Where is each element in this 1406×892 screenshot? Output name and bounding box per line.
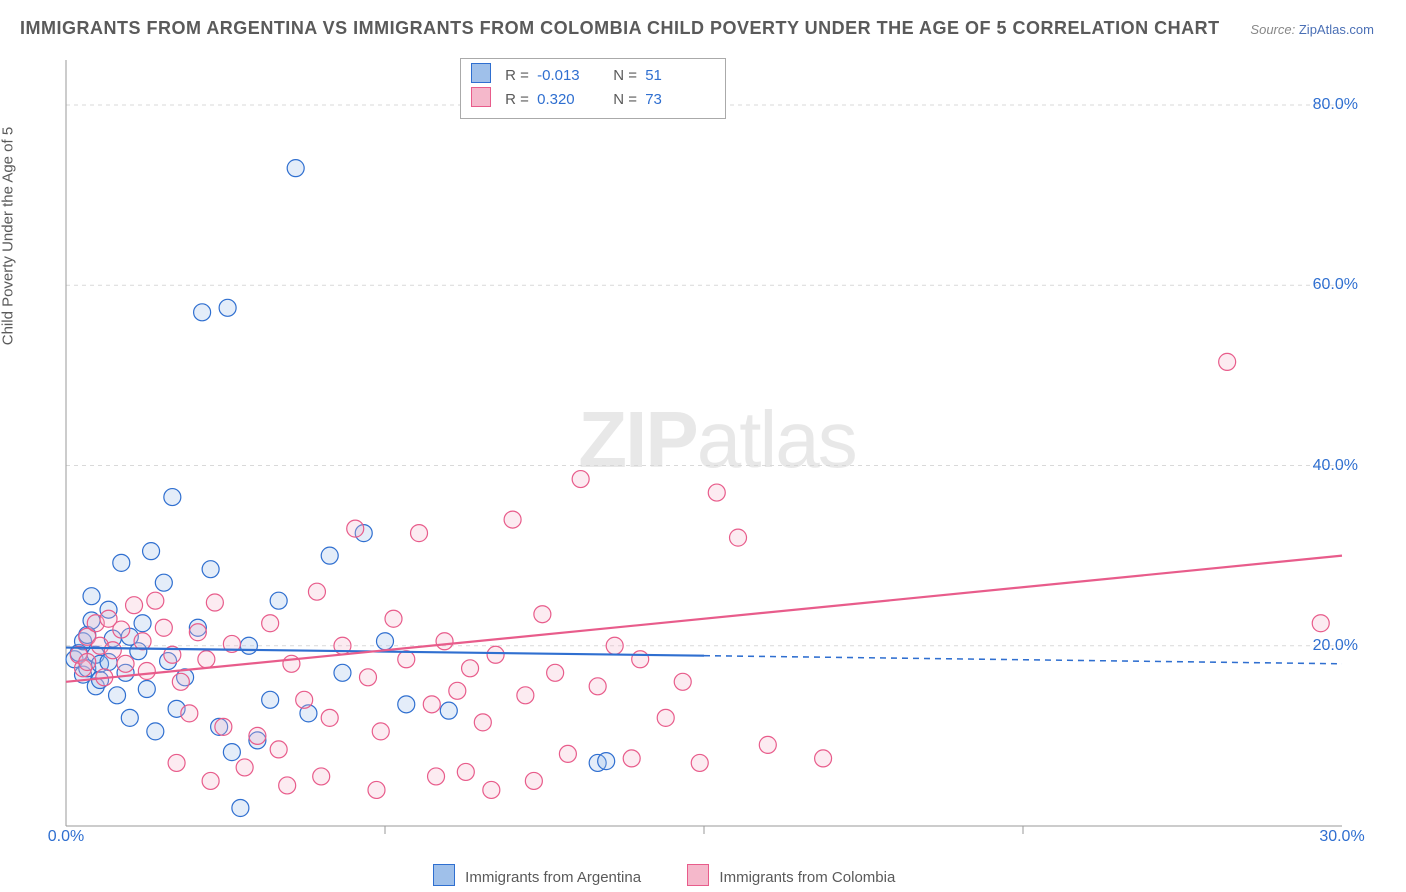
stat-n-label: N = bbox=[613, 67, 637, 84]
y-tick-label: 80.0% bbox=[1313, 96, 1358, 114]
source-label: Source: bbox=[1250, 22, 1295, 37]
stat-r-argentina: -0.013 bbox=[537, 64, 589, 87]
y-tick-label: 60.0% bbox=[1313, 276, 1358, 294]
scatter-plot bbox=[52, 56, 1382, 856]
source-attr: Source: ZipAtlas.com bbox=[1250, 22, 1374, 37]
stat-n-colombia: 73 bbox=[645, 88, 697, 111]
x-tick-label: 0.0% bbox=[48, 828, 84, 846]
stats-box: R = -0.013 N = 51 R = 0.320 N = 73 bbox=[460, 58, 726, 119]
stat-r-label: R = bbox=[505, 67, 529, 84]
stats-row-argentina: R = -0.013 N = 51 bbox=[471, 63, 715, 87]
legend-item-colombia: Immigrants from Colombia bbox=[687, 869, 895, 886]
legend-swatch-argentina bbox=[433, 864, 455, 886]
y-axis-label: Child Poverty Under the Age of 5 bbox=[0, 127, 17, 345]
legend-label-colombia: Immigrants from Colombia bbox=[719, 869, 895, 886]
x-tick-label: 30.0% bbox=[1319, 828, 1364, 846]
source-value: ZipAtlas.com bbox=[1299, 22, 1374, 37]
stat-r-colombia: 0.320 bbox=[537, 88, 589, 111]
chart-title: IMMIGRANTS FROM ARGENTINA VS IMMIGRANTS … bbox=[20, 18, 1220, 39]
stat-n-label: N = bbox=[613, 91, 637, 108]
y-tick-label: 40.0% bbox=[1313, 457, 1358, 475]
legend-item-argentina: Immigrants from Argentina bbox=[433, 869, 645, 886]
swatch-colombia bbox=[471, 87, 491, 107]
swatch-argentina bbox=[471, 63, 491, 83]
stat-r-label: R = bbox=[505, 91, 529, 108]
stat-n-argentina: 51 bbox=[645, 64, 697, 87]
chart-area: ZIPatlas 20.0%40.0%60.0%80.0%0.0%30.0% bbox=[52, 56, 1382, 856]
stats-row-colombia: R = 0.320 N = 73 bbox=[471, 87, 715, 111]
legend: Immigrants from Argentina Immigrants fro… bbox=[433, 864, 937, 886]
legend-swatch-colombia bbox=[687, 864, 709, 886]
legend-label-argentina: Immigrants from Argentina bbox=[465, 869, 641, 886]
y-tick-label: 20.0% bbox=[1313, 637, 1358, 655]
